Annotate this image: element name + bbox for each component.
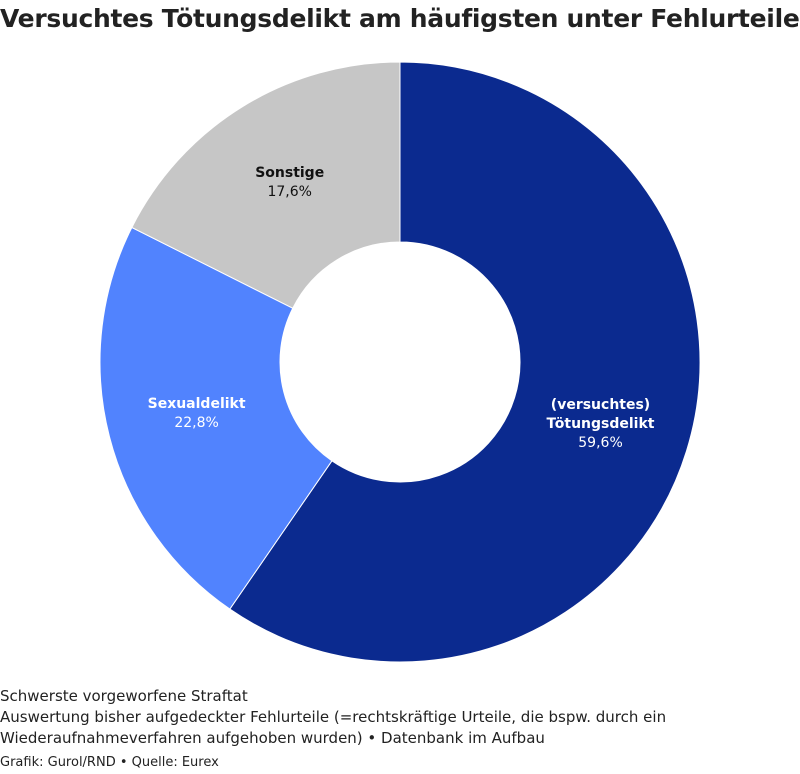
description: Auswertung bisher aufgedeckter Fehlurtei… (0, 708, 667, 747)
donut-slice (99, 226, 333, 610)
slice-label: Sexualdelikt 22,8% (122, 395, 272, 433)
category-label: Sexualdelikt (147, 396, 246, 413)
credit: Grafik: Gurol/RND • Quelle: Eurex (0, 755, 219, 770)
value-label: 59,6% (578, 434, 623, 451)
category-label: (versuchtes) Tötungsdelikt (546, 396, 655, 432)
subtitle: Schwerste vorgeworfene Straftat (0, 687, 248, 705)
value-label: 22,8% (174, 415, 219, 432)
donut-slice (131, 61, 401, 309)
chart (99, 61, 701, 663)
slice-label: Sonstige 17,6% (215, 164, 365, 202)
chart-title: Versuchtes Tötungsdelikt am häufigsten u… (0, 4, 800, 33)
donut-slice (229, 61, 701, 663)
slice-label: (versuchtes) Tötungsdelikt 59,6% (526, 396, 676, 453)
value-label: 17,6% (267, 184, 312, 201)
category-label: Sonstige (255, 165, 325, 182)
